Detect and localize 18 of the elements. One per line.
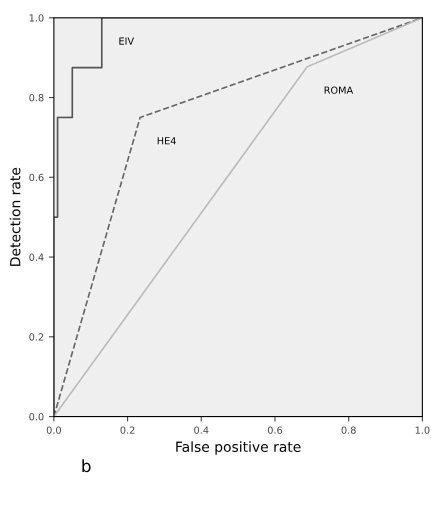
x-tick-label: 0.2 <box>120 426 134 434</box>
text: HE4 <box>158 137 176 144</box>
x-tick-label: 1.0 <box>416 426 430 434</box>
y-tick-label: 0.8 <box>29 94 44 102</box>
y-axis-title: Detection rate <box>10 168 20 266</box>
x-tick-label: 0.6 <box>268 426 282 434</box>
y-tick-label: 0.4 <box>29 254 44 261</box>
x-tick-label: 0.0 <box>46 426 61 434</box>
text: ROMA <box>324 86 354 94</box>
y-tick-label: 0.2 <box>29 333 44 341</box>
y-tick-label: 1.0 <box>30 14 44 22</box>
y-tick-label: 0.0 <box>29 413 44 420</box>
x-axis-title: False positive rate <box>176 441 301 455</box>
text: b <box>82 459 91 472</box>
x-tick-label: 0.4 <box>194 426 208 434</box>
series-label: EIV <box>119 38 134 45</box>
y-tick-label: 0.6 <box>29 174 44 182</box>
x-tick-label: 0.8 <box>342 426 356 434</box>
